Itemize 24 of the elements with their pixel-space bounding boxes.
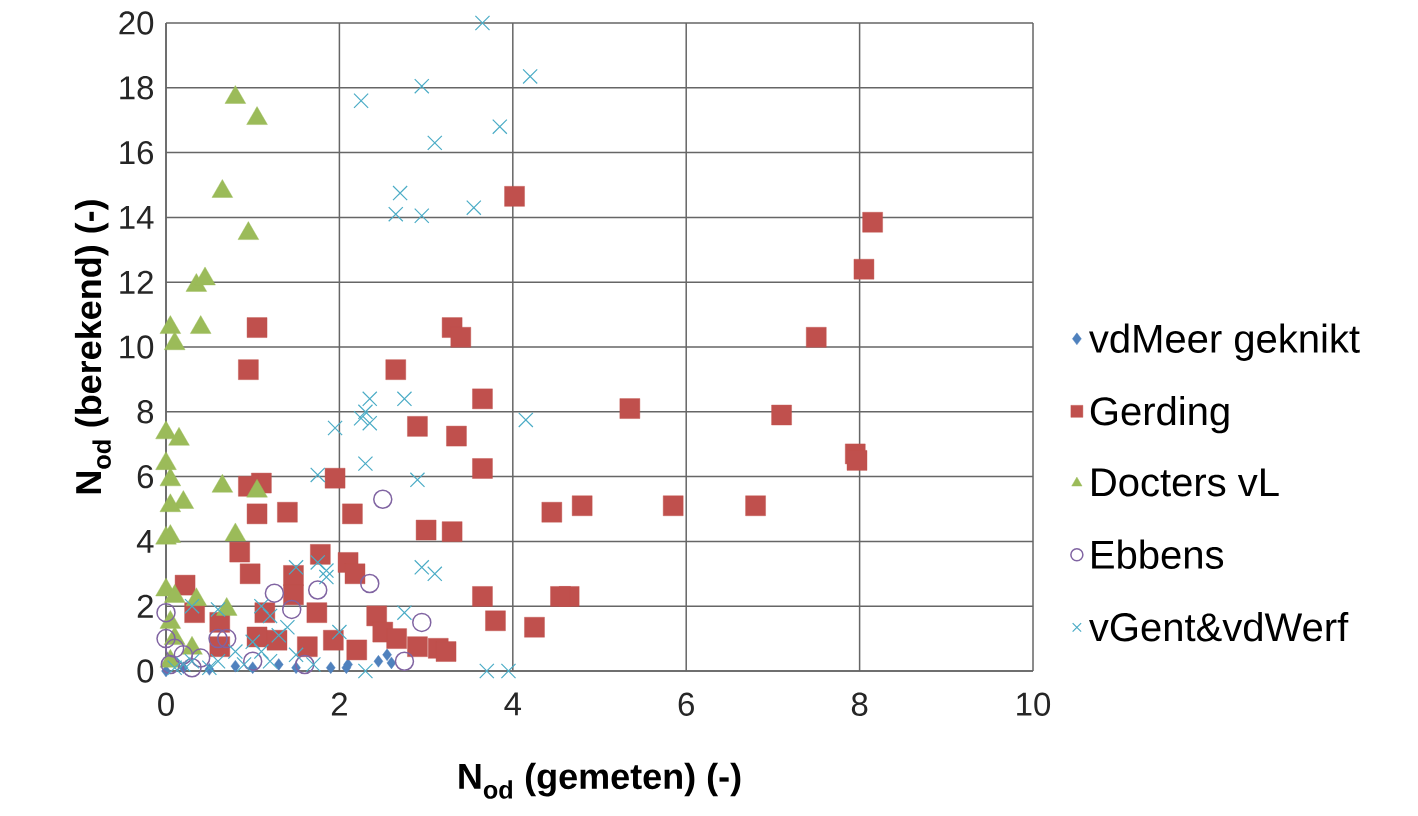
y-tick-label: 0 bbox=[137, 659, 154, 683]
legend-label: vdMeer geknikt bbox=[1089, 323, 1360, 361]
y-tick-label: 14 bbox=[120, 206, 154, 229]
x-tick-label: 8 bbox=[851, 692, 868, 716]
y-tick-label: 6 bbox=[137, 464, 154, 489]
x-tick-label: 2 bbox=[331, 692, 347, 716]
y-tick-label: 2 bbox=[137, 594, 153, 618]
x-tick-label: 0 bbox=[158, 692, 174, 716]
y-axis-title: N$_{od}$ (berekend) (-) bbox=[74, 200, 111, 494]
legend-label: Docters vL bbox=[1092, 468, 1279, 497]
y-tick-label: 12 bbox=[120, 270, 153, 294]
y-tick-label: 4 bbox=[136, 530, 154, 553]
y-tick-label: 8 bbox=[137, 400, 154, 424]
x-tick-label: 4 bbox=[504, 692, 522, 716]
y-tick-label: 16 bbox=[120, 140, 154, 165]
legend-label: Gerding bbox=[1090, 396, 1229, 434]
legend-label: Ebbens bbox=[1092, 539, 1224, 569]
x-axis-title: N$_{od}$ (gemeten) (-) bbox=[459, 762, 741, 799]
y-tick-label: 10 bbox=[120, 335, 154, 359]
y-tick-label: 20 bbox=[119, 11, 154, 35]
legend-label: vGent&vdWerf bbox=[1089, 612, 1349, 642]
y-tick-label: 18 bbox=[120, 76, 154, 100]
x-tick-label: 6 bbox=[678, 692, 694, 716]
x-tick-label: 10 bbox=[1017, 692, 1051, 716]
